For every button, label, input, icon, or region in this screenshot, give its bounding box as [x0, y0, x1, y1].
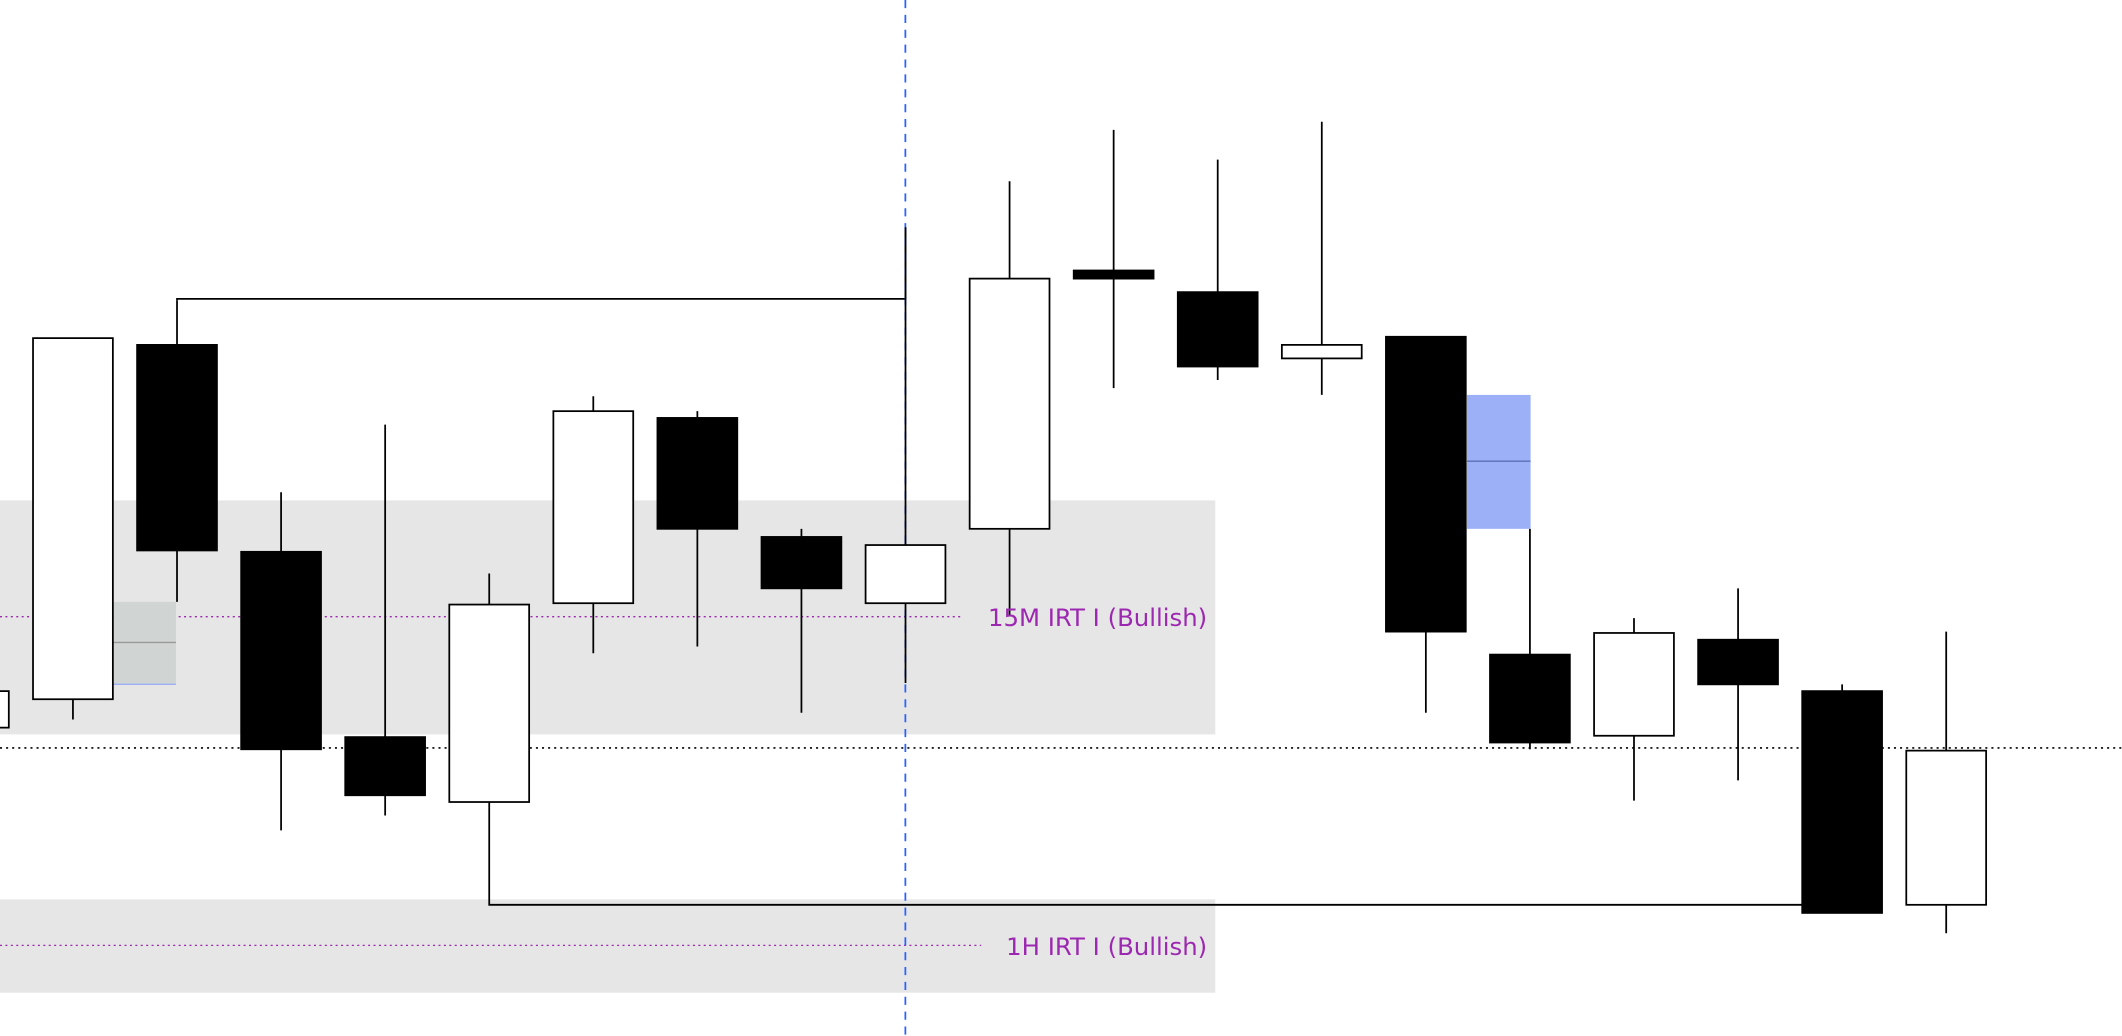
bearish-candle-body [240, 550, 322, 751]
bullish-candle-body [864, 544, 947, 605]
bullish-candle-body [0, 690, 10, 729]
bearish-candle-body [1072, 269, 1155, 280]
bearish-candle-body [136, 344, 218, 552]
swing-low-line [488, 802, 1843, 906]
bullish-candle-body [1593, 632, 1675, 737]
zone-label-15m: 15M IRT I (Bullish) [988, 603, 1207, 632]
bullish-candle-body [1280, 344, 1363, 360]
bullish-candle-body [1905, 749, 1988, 906]
bullish-candle-body [32, 337, 114, 701]
zone-label-1h: 1H IRT I (Bullish) [1006, 932, 1207, 961]
bearish-candle-body [1489, 653, 1571, 744]
bullish-candle-body [968, 277, 1051, 530]
swing-high-line [176, 227, 907, 301]
bullish-candle-body [552, 410, 635, 605]
bearish-candle-body [1176, 291, 1259, 368]
bullish-candle-body [448, 603, 531, 803]
bearish-candle-body [1801, 690, 1883, 914]
bearish-candle-body [760, 536, 843, 590]
bearish-candle-body [1697, 638, 1779, 686]
bearish-candle-body [344, 736, 426, 797]
bearish-candle-body [656, 417, 739, 530]
bearish-candle-body [1385, 335, 1467, 633]
